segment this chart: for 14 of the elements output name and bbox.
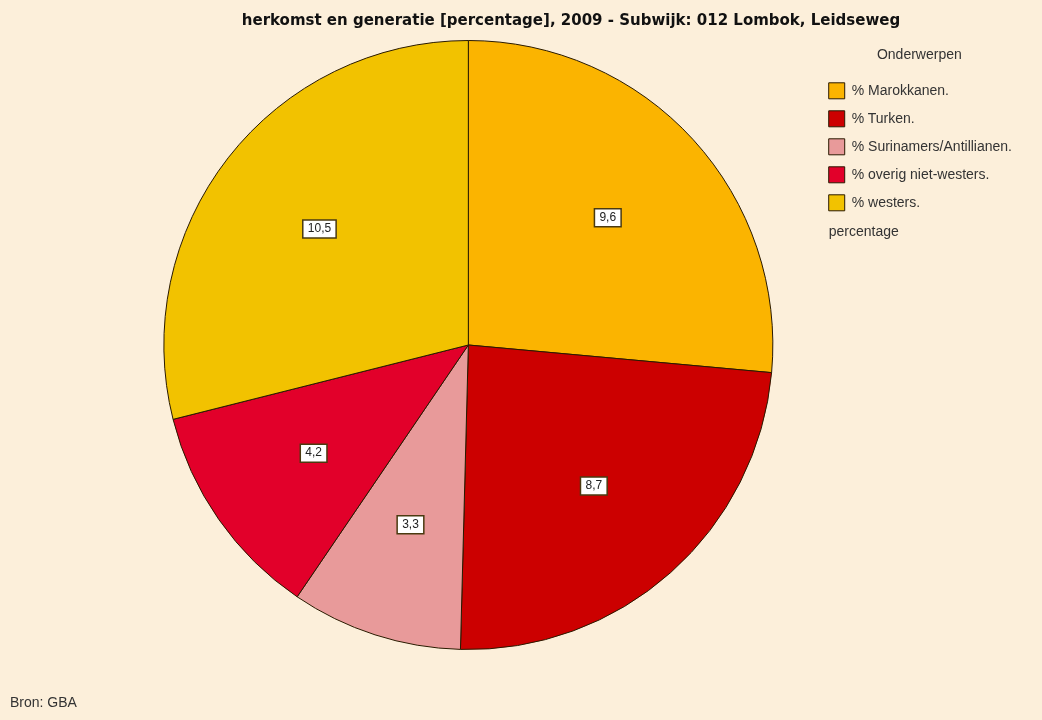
legend-label: % Surinamers/Antillianen. <box>851 137 1012 154</box>
data-label: 3,3 <box>402 517 420 532</box>
legend-label: % westers. <box>851 193 921 210</box>
data-label: 10,5 <box>307 221 332 236</box>
legend-label: % Turken. <box>851 109 915 126</box>
legend-label: % overig niet-westers. <box>851 165 990 182</box>
text: percentage <box>828 222 899 239</box>
legend-label: % Marokkanen. <box>851 81 949 98</box>
text: Bron: GBA <box>10 693 78 710</box>
chart-title: herkomst en generatie [percentage], 2009 - Subwijk: 012 Lombok, Leidseweg <box>241 10 901 29</box>
data-label: 8,7 <box>585 478 603 493</box>
data-label: 9,6 <box>599 210 617 225</box>
data-label: 4,2 <box>305 445 323 460</box>
legend-title: Onderwerpen <box>876 45 962 62</box>
